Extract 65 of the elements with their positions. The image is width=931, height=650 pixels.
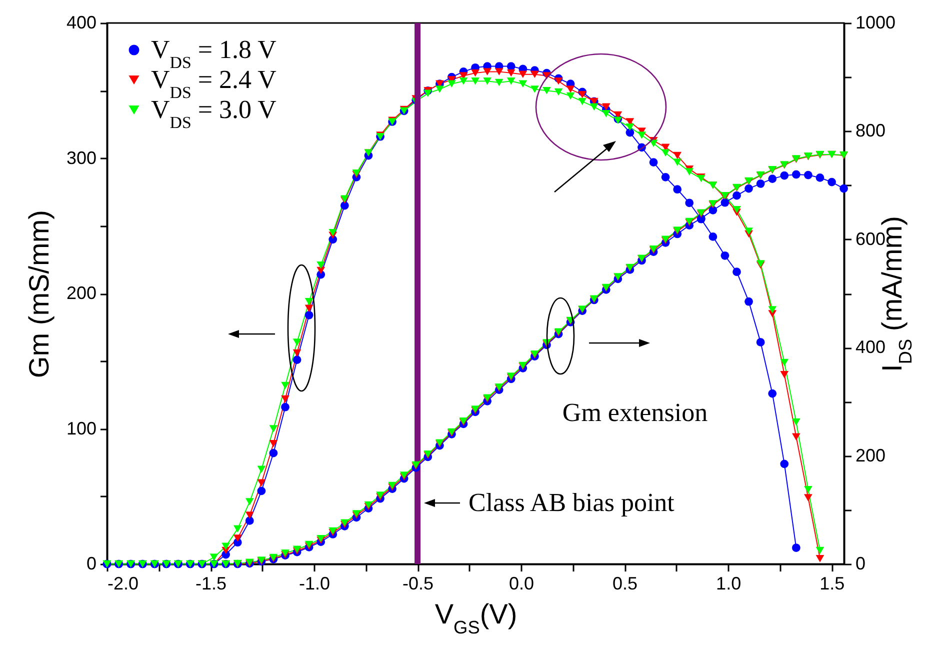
y-tick-label: 300 (66, 148, 96, 168)
annotation: Gm extension (562, 398, 708, 427)
point (281, 395, 290, 403)
y-tick-label: 400 (66, 12, 96, 32)
point (233, 534, 242, 542)
point (661, 173, 670, 182)
y2-tick-label: 0 (856, 554, 866, 574)
x-tick-label: -2.0 (108, 574, 139, 594)
point (804, 494, 812, 502)
point (554, 78, 563, 85)
point (257, 479, 266, 486)
point (626, 128, 634, 137)
point (566, 86, 575, 93)
point (471, 69, 480, 77)
point (340, 201, 349, 210)
point (780, 371, 789, 378)
x-tick-label: -1.0 (299, 574, 330, 594)
point (316, 266, 326, 274)
point (506, 69, 516, 77)
point (756, 338, 765, 346)
y2-tick-label: 200 (856, 445, 886, 466)
point (602, 103, 610, 110)
y-tick-label: 0 (86, 554, 96, 574)
y2-tick-label: 800 (856, 120, 886, 141)
point (269, 448, 278, 458)
x-tick-label: 1.0 (716, 574, 742, 594)
point (269, 440, 278, 448)
point (518, 70, 528, 78)
point (304, 304, 314, 312)
point (530, 70, 539, 78)
point (245, 516, 254, 525)
point (780, 460, 789, 468)
x-tick-label: -0.5 (402, 574, 434, 594)
point (245, 512, 254, 519)
point (494, 68, 504, 76)
x-tick-label: 1.5 (820, 574, 845, 594)
point (292, 349, 302, 357)
point (578, 91, 587, 98)
point (257, 486, 266, 496)
y-tick-label: 200 (66, 283, 96, 303)
point (720, 251, 730, 260)
point (685, 198, 694, 208)
y2-tick-label: 1000 (856, 12, 896, 32)
point (506, 62, 516, 70)
point (792, 544, 800, 552)
point (649, 158, 658, 166)
point (792, 433, 800, 440)
x-tick-label: 0.5 (612, 574, 638, 594)
point (673, 185, 682, 194)
point (483, 68, 492, 76)
point (744, 297, 753, 306)
point (732, 268, 741, 276)
point (281, 402, 290, 412)
x-axis-title: V$_{GS}$(V) (434, 598, 518, 638)
x-tick-label: 0.0 (509, 574, 534, 594)
point (708, 232, 718, 241)
annotation: Class AB bias point (468, 488, 676, 518)
point (768, 389, 777, 398)
y-tick-label: 100 (66, 418, 96, 438)
point (304, 310, 314, 320)
y-axis-title: Gm (mS/mm) (23, 210, 54, 378)
point (816, 554, 824, 562)
x-tick-label: -1.5 (195, 574, 227, 594)
point (292, 356, 302, 364)
point (673, 152, 682, 160)
